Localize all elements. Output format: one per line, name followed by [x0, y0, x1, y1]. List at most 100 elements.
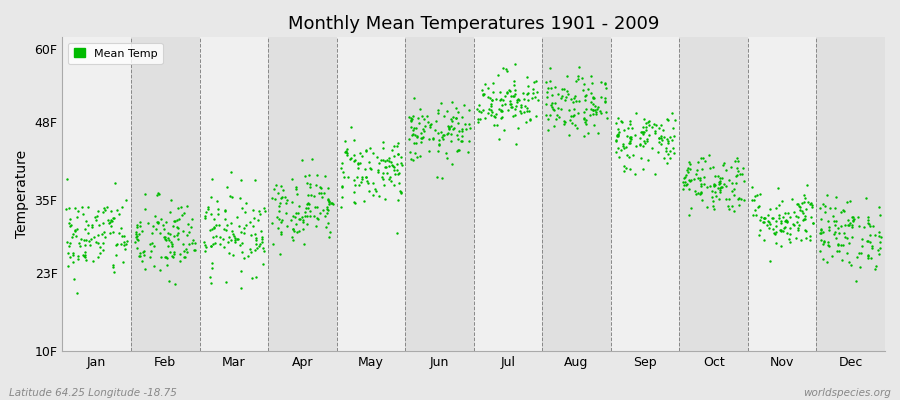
Point	[652, 125, 666, 132]
Point	[448, 114, 463, 121]
Point	[828, 205, 842, 211]
Point	[634, 129, 648, 136]
Point	[745, 184, 760, 190]
Point	[199, 244, 213, 250]
Point	[471, 106, 485, 112]
Point	[445, 138, 459, 144]
Point	[166, 250, 181, 257]
Point	[107, 269, 122, 275]
Point	[500, 68, 514, 74]
Point	[79, 218, 94, 224]
Point	[408, 132, 422, 138]
Point	[729, 155, 743, 161]
Point	[681, 168, 696, 175]
Point	[698, 158, 712, 164]
Point	[779, 218, 794, 224]
Point	[446, 126, 460, 132]
Point	[549, 116, 563, 122]
Point	[624, 134, 638, 140]
Point	[776, 214, 790, 220]
Point	[653, 134, 668, 141]
Point	[694, 155, 708, 161]
Point	[98, 234, 112, 240]
Point	[323, 229, 338, 235]
Point	[768, 230, 782, 236]
Point	[319, 224, 333, 230]
Point	[821, 242, 835, 248]
Point	[716, 162, 730, 168]
Point	[854, 250, 868, 256]
Point	[176, 228, 191, 234]
Point	[711, 172, 725, 179]
Point	[484, 101, 499, 107]
Point	[256, 248, 271, 254]
Point	[337, 174, 351, 180]
Point	[392, 170, 406, 176]
Point	[690, 175, 705, 181]
Point	[611, 115, 625, 122]
Point	[226, 251, 240, 258]
Point	[832, 248, 846, 254]
Point	[732, 202, 746, 208]
Point	[612, 129, 626, 135]
Point	[456, 102, 471, 108]
Point	[598, 80, 612, 87]
Point	[105, 218, 120, 224]
Point	[776, 228, 790, 234]
Point	[713, 187, 727, 194]
Point	[104, 223, 118, 229]
Point	[508, 60, 522, 67]
Point	[71, 252, 86, 259]
Point	[289, 185, 303, 192]
Point	[865, 245, 879, 251]
Point	[587, 95, 601, 101]
Point	[326, 201, 340, 207]
Point	[496, 97, 510, 103]
Point	[285, 213, 300, 219]
Point	[338, 148, 353, 154]
Point	[868, 232, 882, 238]
Point	[463, 124, 477, 131]
Point	[246, 223, 260, 229]
Point	[385, 161, 400, 168]
Point	[112, 211, 126, 218]
Point	[817, 203, 832, 209]
Point	[822, 242, 836, 249]
Point	[375, 176, 390, 183]
Point	[641, 119, 655, 125]
Point	[566, 95, 580, 102]
Point	[177, 254, 192, 260]
Point	[750, 192, 764, 198]
Point	[654, 122, 669, 128]
Point	[482, 106, 497, 112]
Point	[217, 243, 231, 250]
Point	[732, 194, 746, 201]
Point	[768, 231, 782, 237]
Point	[663, 148, 678, 154]
Point	[72, 240, 86, 246]
Point	[866, 223, 880, 229]
Point	[706, 163, 720, 170]
Point	[713, 175, 727, 181]
Point	[205, 260, 220, 266]
Point	[359, 147, 374, 154]
Point	[493, 96, 508, 102]
Point	[275, 194, 290, 200]
Point	[803, 233, 817, 239]
Point	[227, 232, 241, 239]
Point	[502, 98, 517, 104]
Point	[230, 235, 244, 242]
Point	[709, 192, 724, 199]
Point	[204, 280, 219, 286]
Point	[184, 224, 198, 230]
Point	[271, 225, 285, 232]
Point	[303, 208, 318, 214]
Point	[745, 212, 760, 218]
Point	[576, 87, 590, 94]
Point	[160, 235, 175, 241]
Point	[831, 242, 845, 248]
Point	[655, 127, 670, 133]
Point	[775, 198, 789, 204]
Point	[202, 205, 216, 212]
Point	[679, 172, 693, 179]
